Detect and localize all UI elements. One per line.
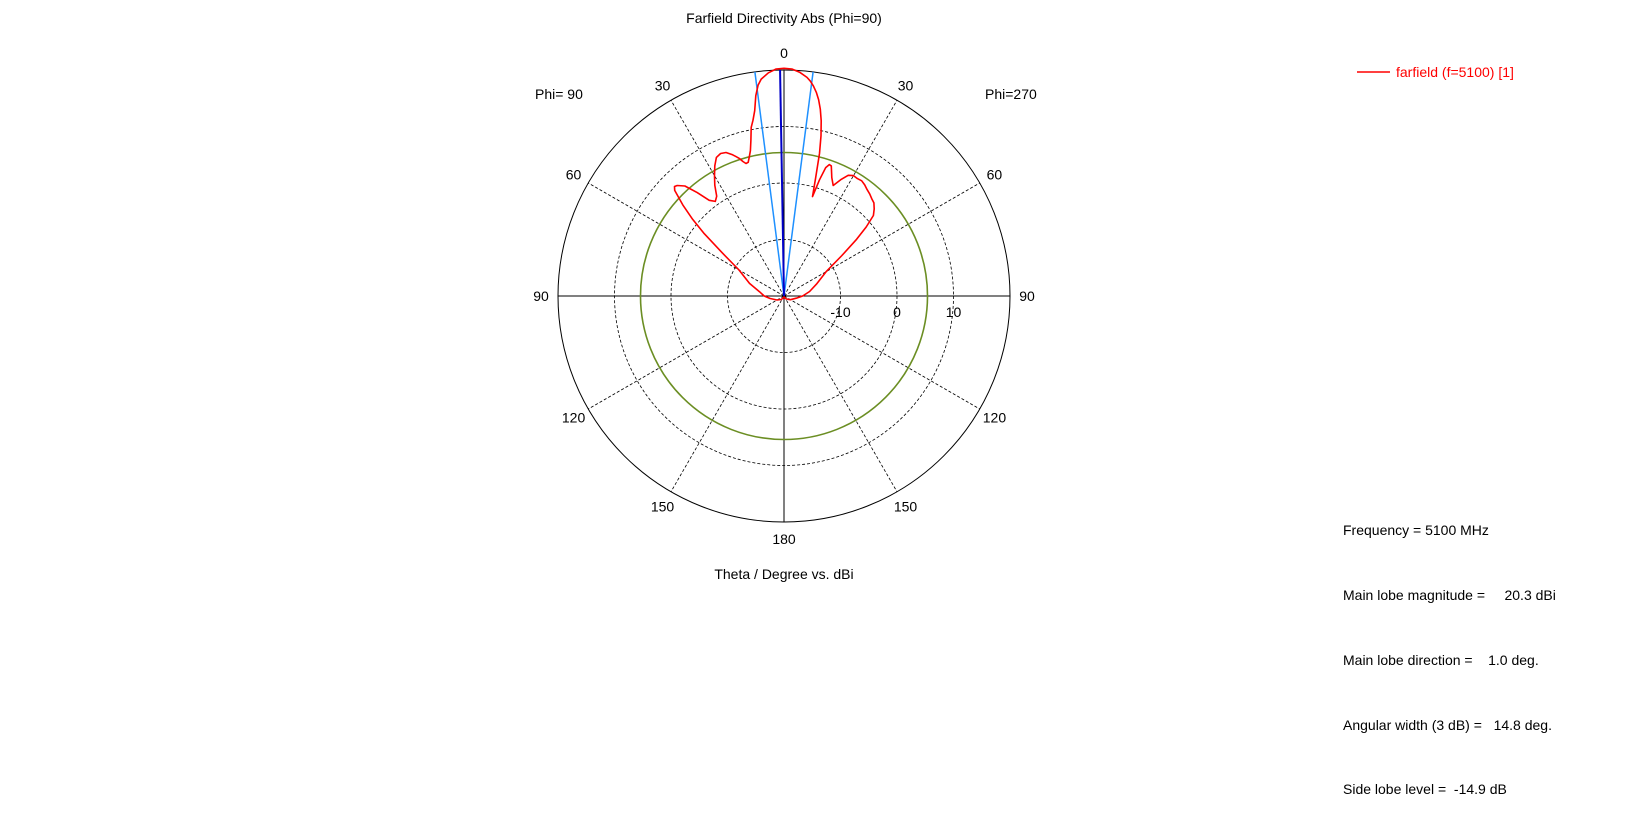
beamwidth-marker bbox=[783, 71, 814, 297]
info-side-lobe-level: Side lobe level = -14.9 dB bbox=[1343, 781, 1507, 798]
radial-labels: -10 0 10 bbox=[830, 304, 961, 320]
main-lobe-marker bbox=[779, 70, 785, 297]
angle-tick-label: 180 bbox=[772, 531, 796, 547]
right-half-label: Phi=270 bbox=[985, 86, 1037, 102]
angle-spoke bbox=[783, 295, 980, 410]
angle-tick-label: 60 bbox=[987, 167, 1003, 183]
info-main-lobe-direction: Main lobe direction = 1.0 deg. bbox=[1343, 651, 1539, 668]
series-layer bbox=[673, 67, 875, 301]
info-main-lobe-magnitude: Main lobe magnitude = 20.3 dBi bbox=[1343, 586, 1556, 603]
angle-labels: 0 30 30 60 60 90 90 120 120 150 150 180 bbox=[533, 45, 1035, 547]
angle-spoke bbox=[783, 182, 980, 297]
markers-layer bbox=[639, 70, 929, 441]
info-panel: Frequency = 5100 MHz Main lobe magnitude… bbox=[1343, 477, 1556, 823]
angle-tick-label: 120 bbox=[562, 410, 586, 426]
angle-tick-label: 0 bbox=[780, 45, 788, 61]
x-axis-label: Theta / Degree vs. dBi bbox=[714, 566, 853, 582]
angle-spoke bbox=[783, 100, 898, 297]
beamwidth-marker bbox=[754, 71, 785, 297]
angle-tick-label: 30 bbox=[898, 78, 914, 94]
legend-label: farfield (f=5100) [1] bbox=[1396, 64, 1514, 80]
radial-tick-label: 0 bbox=[893, 304, 901, 320]
side-lobe-ring bbox=[639, 151, 929, 441]
series-line bbox=[673, 67, 875, 301]
radial-tick-label: 10 bbox=[946, 304, 962, 320]
angle-tick-label: 90 bbox=[1019, 288, 1035, 304]
info-frequency: Frequency = 5100 MHz bbox=[1343, 522, 1489, 539]
left-half-label: Phi= 90 bbox=[535, 86, 583, 102]
angle-tick-label: 90 bbox=[533, 288, 549, 304]
angle-spoke bbox=[670, 100, 785, 297]
polar-chart: Farfield Directivity Abs (Phi=90) 0 30 30 6… bbox=[533, 10, 1514, 582]
angle-spoke bbox=[670, 295, 785, 492]
angle-tick-label: 30 bbox=[655, 78, 671, 94]
chart-title: Farfield Directivity Abs (Phi=90) bbox=[686, 10, 882, 26]
angle-tick-label: 150 bbox=[651, 498, 675, 514]
info-angular-width: Angular width (3 dB) = 14.8 deg. bbox=[1343, 716, 1552, 733]
angle-tick-label: 60 bbox=[566, 167, 582, 183]
legend: farfield (f=5100) [1] bbox=[1357, 64, 1514, 80]
radial-tick-label: -10 bbox=[830, 304, 850, 320]
angle-spoke bbox=[588, 295, 785, 410]
polar-grid bbox=[557, 69, 1011, 523]
angle-tick-label: 150 bbox=[894, 498, 918, 514]
angle-spoke bbox=[588, 182, 785, 297]
angle-spoke bbox=[783, 295, 898, 492]
angle-tick-label: 120 bbox=[983, 410, 1007, 426]
